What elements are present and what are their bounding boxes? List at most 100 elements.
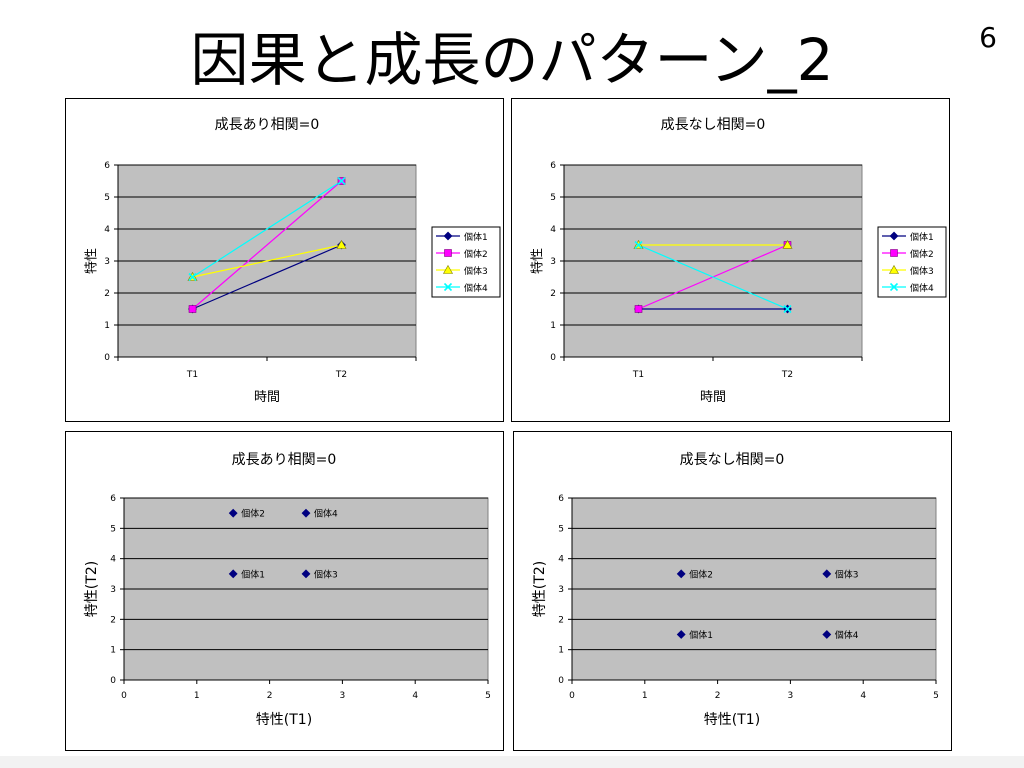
data-label: 個体3 <box>314 568 338 580</box>
scatter-chart-no-growth: 成長なし相関=0 0 1 2 3 4 5 6 0 1 2 3 4 5 特性(T1) 特性(T2) 個体1 個体2 個… <box>532 452 939 728</box>
y-tick-label: 1 <box>110 646 116 656</box>
y-tick-label: 3 <box>558 585 564 595</box>
data-label: 個体1 <box>241 568 265 580</box>
line-chart-no-growth: 成長なし相関=0 0 1 2 3 4 5 6 T1 T2 時間 特性 個体1 個体2 個体3 個体4 <box>531 117 947 405</box>
data-point <box>676 630 686 639</box>
legend-label: 個体1 <box>910 231 934 243</box>
chart-panel-no-growth-line: 成長なし相関=0 0 1 2 3 4 5 6 T1 T2 時間 特性 個体1 個体2 個体3 個体4 <box>511 98 950 422</box>
x-tick-label: 0 <box>121 691 127 701</box>
x-tick-label: 4 <box>860 691 866 701</box>
data-point <box>782 239 793 249</box>
page-number: 6 <box>979 21 997 54</box>
y-tick-label: 0 <box>110 676 116 686</box>
y-tick-label: 0 <box>550 353 556 363</box>
y-tick-label: 6 <box>110 494 116 504</box>
legend-swatch-marker <box>889 282 899 292</box>
data-point <box>783 304 792 314</box>
y-tick-label: 1 <box>104 321 110 331</box>
series-line <box>192 180 342 278</box>
x-tick-label: 1 <box>194 691 200 701</box>
y-tick-label: 4 <box>550 225 556 235</box>
data-point <box>822 569 832 579</box>
y-tick-label: 2 <box>110 615 116 625</box>
y-tick-label: 4 <box>104 225 110 235</box>
data-label: 個体4 <box>314 508 338 520</box>
data-point <box>188 305 197 313</box>
data-label: 個体3 <box>835 568 859 580</box>
y-tick-label: 6 <box>104 161 110 171</box>
data-point <box>337 176 346 186</box>
data-point <box>634 305 643 313</box>
legend-label: 個体2 <box>910 248 934 260</box>
x-tick-label: T1 <box>186 370 198 380</box>
legend-swatch-marker <box>442 264 454 274</box>
y-tick-label: 5 <box>550 193 556 203</box>
x-tick-label: 2 <box>715 691 721 701</box>
data-point <box>676 569 686 579</box>
y-tick-label: 1 <box>558 646 564 656</box>
series-line <box>638 244 788 310</box>
legend <box>431 226 501 298</box>
x-tick-label: 1 <box>642 691 648 701</box>
y-axis-label: 特性 <box>85 248 100 274</box>
y-tick-label: 5 <box>110 524 116 534</box>
legend-swatch-marker <box>890 249 898 257</box>
legend-swatch-marker <box>444 249 452 257</box>
x-tick-label: 2 <box>267 691 273 701</box>
data-label: 個体4 <box>835 629 859 641</box>
y-tick-label: 3 <box>550 257 556 267</box>
chart-panel-growth-scatter: 成長あり相関=0 0 1 2 3 4 5 6 0 1 2 3 4 5 特性(T1) 特性(T2) 個体1 個体2 個… <box>65 431 504 751</box>
x-tick-label: 5 <box>485 691 491 701</box>
data-point <box>634 240 643 250</box>
legend <box>877 226 947 298</box>
slide-bottom-strip <box>0 756 1024 768</box>
x-axis-label: 特性(T1) <box>704 712 760 728</box>
data-point <box>822 630 832 639</box>
legend-label: 個体3 <box>910 265 934 277</box>
x-tick-label: 0 <box>569 691 575 701</box>
series-line <box>192 180 342 310</box>
data-point <box>301 508 311 518</box>
legend-label: 個体4 <box>910 282 934 294</box>
chart-panel-growth-line: 成長あり相関=0 0 1 2 3 4 5 6 T1 T2 時間 特性 個体1 個体2 個体3 個体4 <box>65 98 504 422</box>
y-tick-label: 2 <box>104 289 110 299</box>
x-axis-label: 時間 <box>254 390 280 405</box>
y-tick-label: 6 <box>550 161 556 171</box>
legend-label: 個体1 <box>464 231 488 243</box>
y-axis-label: 特性(T2) <box>532 561 548 617</box>
series-line <box>192 244 342 310</box>
y-tick-label: 2 <box>558 615 564 625</box>
series-line <box>192 244 342 278</box>
data-label: 個体1 <box>689 629 713 641</box>
legend-label: 個体3 <box>464 265 488 277</box>
x-axis-label: 特性(T1) <box>256 712 312 728</box>
chart-title: 成長あり相関=0 <box>215 117 320 133</box>
x-tick-label: 3 <box>788 691 794 701</box>
data-point <box>336 239 347 249</box>
data-point <box>188 272 197 282</box>
data-label: 個体2 <box>689 568 713 580</box>
slide-title: 因果と成長のパターン_2 <box>190 26 834 94</box>
x-tick-label: T1 <box>632 370 644 380</box>
line-chart-growth: 成長あり相関=0 0 1 2 3 4 5 6 T1 T2 時間 特性 個体1 個体2 個体3 個体4 <box>85 117 501 405</box>
y-tick-label: 2 <box>550 289 556 299</box>
legend-label: 個体4 <box>464 282 488 294</box>
chart-panel-no-growth-scatter: 成長なし相関=0 0 1 2 3 4 5 6 0 1 2 3 4 5 特性(T1) 特性(T2) 個体1 個体2 個… <box>513 431 952 751</box>
y-tick-label: 4 <box>558 555 564 565</box>
x-axis-label: 時間 <box>700 390 726 405</box>
chart-title: 成長なし相関=0 <box>661 117 766 133</box>
data-label: 個体2 <box>241 508 265 520</box>
y-tick-label: 4 <box>110 555 116 565</box>
legend-swatch-marker <box>443 231 453 241</box>
chart-title: 成長なし相関=0 <box>680 452 785 468</box>
legend-label: 個体2 <box>464 248 488 260</box>
y-tick-label: 6 <box>558 494 564 504</box>
y-tick-label: 0 <box>558 676 564 686</box>
x-tick-label: T2 <box>781 370 793 380</box>
y-tick-label: 3 <box>110 585 116 595</box>
y-tick-label: 1 <box>550 321 556 331</box>
x-tick-label: T2 <box>335 370 347 380</box>
legend-swatch-marker <box>889 231 899 241</box>
y-axis-label: 特性 <box>531 248 546 274</box>
x-tick-label: 5 <box>933 691 939 701</box>
